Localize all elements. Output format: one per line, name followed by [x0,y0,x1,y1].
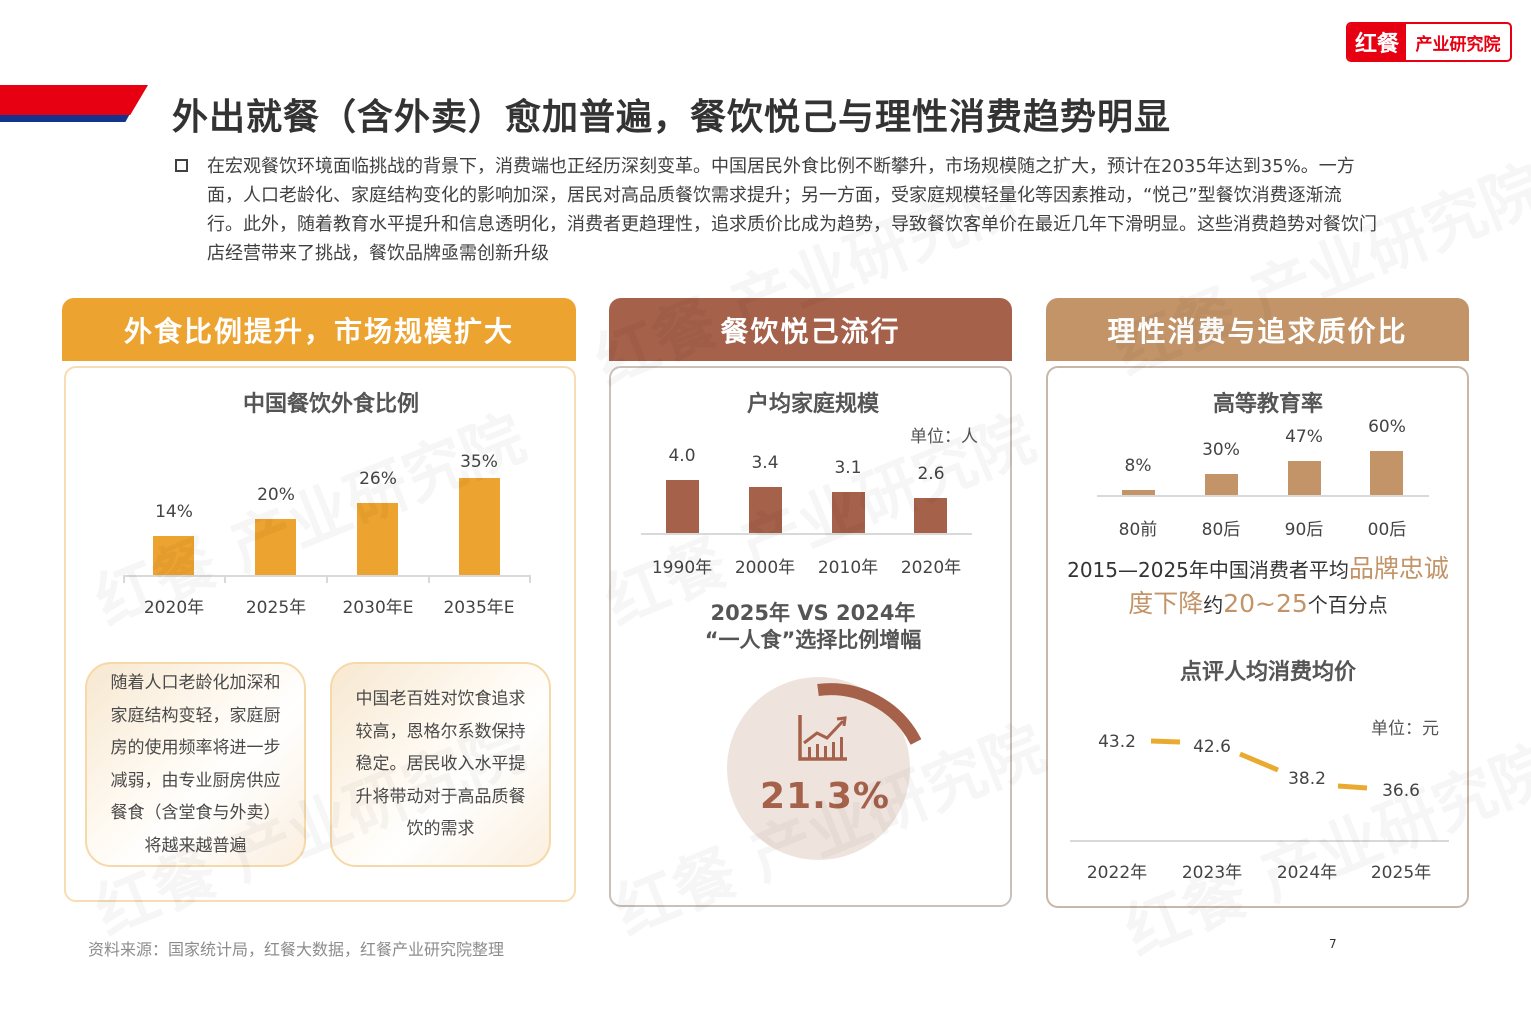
loyalty-text: 约 [1203,593,1224,617]
line-series [1150,738,1368,791]
page-number: 7 [1329,937,1337,951]
panel-header-dining-out: 外食比例提升，市场规模扩大 [62,298,576,361]
bar-value-label: 26% [359,469,397,489]
bar-value-label: 4.0 [668,446,696,466]
bar-value-label: 3.4 [751,453,779,473]
category-label: 80前 [1118,520,1158,540]
category-label: 2022年 [1086,863,1148,883]
header-accent-red [0,85,148,115]
x-axis [1070,840,1449,842]
unit-label: 单位：元 [1371,719,1439,739]
panel-header-rational-consumption: 理性消费与追求质价比 [1046,298,1469,361]
intro-paragraph: 在宏观餐饮环境面临挑战的背景下，消费端也正经历深刻变革。中国居民外食比例不断攀升… [207,156,1377,264]
bar [1288,461,1321,495]
category-label: 2020年 [900,558,962,578]
logo-mark: 红餐 [1348,24,1406,60]
note-aging-households: 随着人口老龄化加深和家庭结构变轻，家庭厨房的使用频率将进一步减弱，由专业厨房供应… [85,662,306,867]
panel-rational-consumption [1046,366,1469,908]
bar-value-label: 8% [1124,456,1152,476]
axis-tick [529,575,531,583]
rising-chart-icon [798,715,847,761]
category-label: 2025年 [1370,863,1432,883]
bar-value-label: 20% [257,485,295,505]
bar [153,536,194,575]
category-label: 2024年 [1276,863,1338,883]
gauge-value: 21.3% [760,776,890,817]
note-engel-coefficient: 中国老百姓对饮食追求较高，恩格尔系数保持稳定。居民收入水平提升将带动对于高品质餐… [330,662,551,867]
bar [1205,474,1238,495]
brand-loyalty-statement: 2015—2025年中国消费者平均品牌忠诚度下降约20~25个百分点 [1058,552,1458,622]
x-axis [641,533,972,535]
category-label: 2010年 [817,558,879,578]
bar-value-label: 35% [460,452,498,472]
bar [357,503,398,575]
note-text: 中国老百姓对饮食追求较高，恩格尔系数保持稳定。居民收入水平提升将带动对于高品质餐… [355,689,526,840]
loyalty-text: 2015—2025年中国消费者平均 [1067,558,1349,582]
point-value-label: 38.2 [1288,769,1326,789]
category-label: 1990年 [651,558,713,578]
category-label: 80后 [1201,520,1241,540]
brand-logo: 红餐 产业研究院 [1346,22,1512,62]
bar-value-label: 30% [1202,440,1240,460]
category-label: 2035年E [443,598,515,618]
gauge-title-line2: “一人食”选择比例增幅 [704,628,922,652]
bar [914,498,947,533]
gauge-title: 2025年 VS 2024年 “一人食”选择比例增幅 [705,600,922,654]
loyalty-highlight-range: 20~25 [1223,589,1308,618]
loyalty-highlight: 品牌忠诚度下降 [1128,554,1449,618]
category-label: 2030年E [342,598,414,618]
category-label: 2020年 [143,598,205,618]
point-value-label: 42.6 [1193,737,1231,757]
hollow-square-bullet-icon [175,159,188,172]
bar [666,480,699,533]
bar-value-label: 60% [1368,417,1406,437]
bar-value-label: 14% [155,502,193,522]
chart-title-avg-spend: 点评人均消费均价 [1179,660,1357,685]
note-text: 随着人口老龄化加深和家庭结构变轻，家庭厨房的使用频率将进一步减弱，由专业厨房供应… [110,673,281,856]
axis-tick [123,575,125,583]
bar [1122,490,1155,495]
bar-value-label: 3.1 [834,458,862,478]
chart-title-dining-out-ratio: 中国餐饮外食比例 [242,392,420,417]
category-label: 2025年 [245,598,307,618]
source-note: 资料来源：国家统计局，红餐大数据，红餐产业研究院整理 [88,940,505,959]
point-value-label: 43.2 [1098,732,1136,752]
bar-value-label: 2.6 [917,464,945,484]
category-label: 2023年 [1181,863,1243,883]
x-axis [1097,495,1429,497]
bar [749,487,782,533]
logo-text: 产业研究院 [1415,34,1501,55]
gauge-arc [817,683,922,745]
page-title: 外出就餐（含外卖）愈加普遍，餐饮悦己与理性消费趋势明显 [172,97,1172,138]
bar [832,492,865,533]
chart-title-household-size: 户均家庭规模 [746,392,880,417]
category-label: 2000年 [734,558,796,578]
axis-tick [326,575,328,583]
category-label: 90后 [1284,520,1324,540]
axis-tick [428,575,430,583]
chart-title-higher-education: 高等教育率 [1212,392,1324,417]
category-label: 00后 [1367,520,1407,540]
loyalty-text: 个百分点 [1307,593,1388,617]
axis-tick [224,575,226,583]
gauge-title-line1: 2025年 VS 2024年 [710,601,916,625]
bar [255,519,296,575]
point-value-label: 36.6 [1382,781,1420,801]
bar-value-label: 47% [1285,427,1323,447]
panel-header-self-pleasing: 餐饮悦己流行 [609,298,1012,361]
bar [1370,451,1403,495]
unit-label: 单位：人 [910,427,978,447]
bar [459,478,500,575]
